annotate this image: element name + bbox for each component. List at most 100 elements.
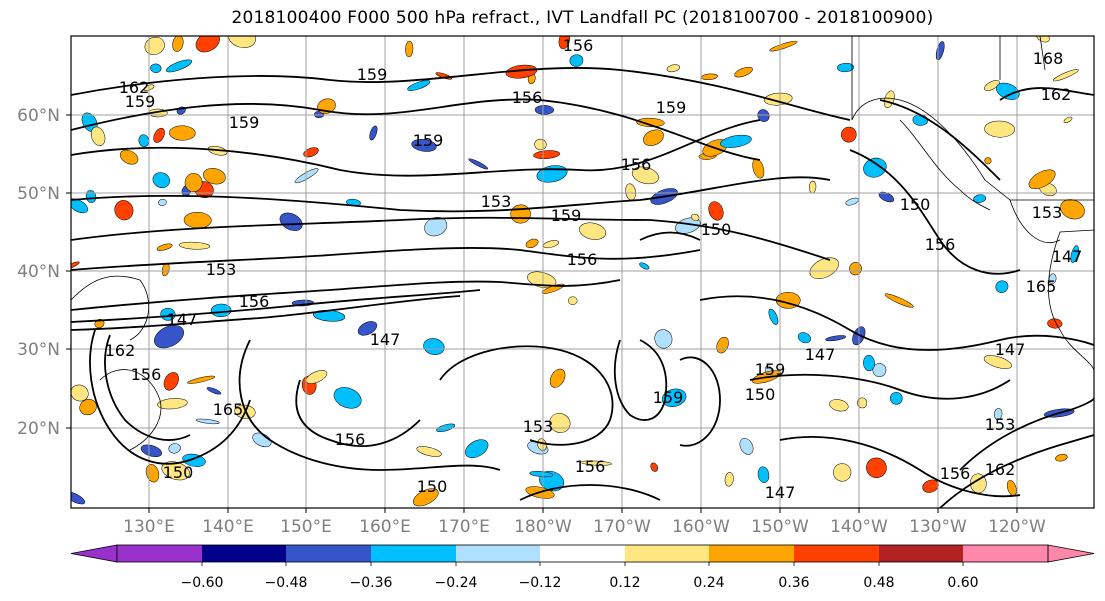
contour-label: 153 xyxy=(523,417,554,436)
anomaly-patch xyxy=(708,201,724,221)
anomaly-patch xyxy=(90,126,106,146)
latitude-labels: 60°N 50°N 40°N 30°N 20°N xyxy=(17,106,60,439)
contour-label: 159 xyxy=(551,206,582,225)
contour-label: 165 xyxy=(213,400,244,419)
anomaly-patch xyxy=(413,488,439,507)
anomaly-patch xyxy=(416,446,442,457)
contour-label: 153 xyxy=(1032,203,1063,222)
colorbar-segment xyxy=(456,545,540,562)
colorbar-left-arrow xyxy=(70,544,118,563)
anomaly-patch xyxy=(79,399,97,416)
contour-label: 156 xyxy=(575,457,606,476)
longitude-label: 130°E xyxy=(123,517,175,537)
contour-label: 147 xyxy=(995,340,1026,359)
anomaly-patch xyxy=(841,126,857,143)
anomaly-patch xyxy=(863,157,887,178)
anomaly-patch xyxy=(734,66,753,78)
longitude-label: 130°W xyxy=(909,517,967,537)
colorbar-tick-label: −0.60 xyxy=(181,575,224,591)
latitude-label: 40°N xyxy=(17,262,60,282)
colorbar-tick-label: 0.60 xyxy=(947,575,978,591)
anomaly-patch xyxy=(983,355,1012,369)
anomaly-patch xyxy=(168,443,181,454)
anomaly-patch xyxy=(152,172,170,188)
longitude-label: 140°E xyxy=(202,517,254,537)
colorbar-outline xyxy=(116,544,1049,563)
figure-title: 2018100400 F000 500 hPa refract., IVT La… xyxy=(231,8,934,28)
anomaly-patch xyxy=(1070,245,1079,263)
anomaly-patch xyxy=(797,332,811,344)
graticule xyxy=(71,36,1094,508)
anomaly-patch xyxy=(757,109,770,122)
colorbar-segment xyxy=(625,545,709,562)
colorbar-tick-label: 0.12 xyxy=(609,575,640,591)
anomaly-patch xyxy=(465,439,489,458)
anomaly-patch xyxy=(529,471,554,478)
anomaly-patch xyxy=(195,418,220,425)
anomaly-patch xyxy=(203,167,226,185)
anomaly-patch xyxy=(468,158,489,170)
contour-label: 150 xyxy=(163,463,194,482)
anomaly-patch xyxy=(279,212,303,231)
anomaly-patch xyxy=(228,36,256,48)
colorbar-tick-label: 0.48 xyxy=(863,575,894,591)
anomaly-patch xyxy=(533,150,561,159)
contour-label: 150 xyxy=(745,385,776,404)
longitude-label: 160°E xyxy=(359,517,411,537)
anomaly-patch xyxy=(158,198,167,206)
anomaly-patch xyxy=(691,213,700,221)
anomaly-patch xyxy=(724,472,734,487)
anomaly-patch xyxy=(210,303,232,318)
anomaly-patch xyxy=(71,384,89,402)
contour-label: 168 xyxy=(1033,49,1064,68)
anomaly-patch xyxy=(654,329,673,349)
contour-label: 156 xyxy=(925,235,956,254)
anomaly-patch xyxy=(407,80,431,91)
colorbar-tick-label: 0.24 xyxy=(693,575,724,591)
colorbar-tick-label: −0.12 xyxy=(519,575,562,591)
anomaly-patch xyxy=(525,238,539,248)
anomaly-patch xyxy=(579,222,607,240)
anomaly-patch xyxy=(636,117,665,128)
contour-label: 156 xyxy=(567,250,598,269)
anomaly-patch xyxy=(984,120,1015,138)
anomaly-patch xyxy=(984,80,1000,91)
anomaly-patch xyxy=(866,457,887,478)
anomaly-patch xyxy=(71,198,89,214)
contour-label: 159 xyxy=(357,65,388,84)
anomaly-patch xyxy=(567,296,578,305)
contour-label: 162 xyxy=(105,341,136,360)
anomaly-patch xyxy=(294,168,319,184)
contour-label: 159 xyxy=(656,98,687,117)
colorbar-tick-label: −0.48 xyxy=(265,575,308,591)
anomaly-patch xyxy=(119,149,139,165)
contour-label: 150 xyxy=(900,195,931,214)
contour-label: 153 xyxy=(481,192,512,211)
colorbar-right-arrow xyxy=(1047,544,1095,563)
anomaly-patch xyxy=(650,462,659,472)
anomaly-patch xyxy=(757,466,770,483)
map-frame xyxy=(70,35,1095,509)
latitude-label: 20°N xyxy=(17,419,60,439)
anomaly-patch xyxy=(769,40,798,52)
anomaly-patch xyxy=(863,355,875,372)
colorbar-segment xyxy=(709,545,794,562)
contour-label: 165 xyxy=(1026,277,1057,296)
colorbar-tick-label: −0.24 xyxy=(435,575,478,591)
anomaly-patch xyxy=(890,391,903,405)
anomaly-patch xyxy=(114,200,134,221)
anomaly-patch xyxy=(569,54,584,67)
anomaly-patch xyxy=(150,63,162,73)
longitude-label: 120°W xyxy=(988,517,1046,537)
axis-ticks xyxy=(66,114,1018,513)
anomaly-patch xyxy=(884,293,914,308)
anomaly-patch xyxy=(639,262,650,270)
height-contours xyxy=(71,67,1094,508)
latitude-label: 30°N xyxy=(17,340,60,360)
longitude-label: 150°E xyxy=(280,517,332,537)
contour-labels: 1561621591591591561591591561531591501561… xyxy=(105,36,1083,502)
anomaly-patch xyxy=(631,166,659,185)
anomaly-patch xyxy=(675,217,701,234)
latitude-label: 60°N xyxy=(17,106,60,126)
